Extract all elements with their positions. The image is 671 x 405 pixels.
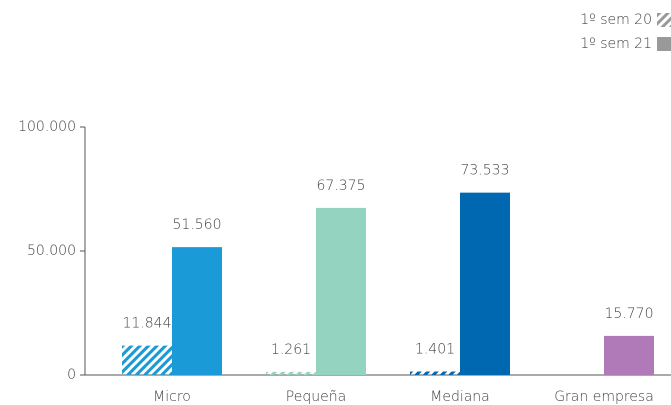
x-tick-label: Mediana: [430, 389, 490, 405]
y-tick-label: 100.000: [18, 119, 76, 135]
bar: [604, 335, 654, 375]
value-label: 15.770: [605, 306, 654, 322]
legend-label: 1º sem 21: [580, 36, 652, 52]
x-tick-label: Micro: [153, 389, 191, 405]
value-label: 51.560: [173, 217, 222, 233]
value-label: 1.401: [415, 342, 455, 358]
bar: [266, 371, 316, 375]
y-tick-label: 50.000: [27, 243, 76, 259]
x-tick-label: Gran empresa: [554, 389, 654, 405]
value-label: 11.844: [123, 316, 172, 332]
value-label: 67.375: [317, 178, 366, 194]
legend-label: 1º sem 20: [580, 12, 652, 28]
legend-swatch: [657, 37, 671, 51]
y-tick-label: 0: [67, 367, 76, 383]
value-label: 1.261: [271, 342, 311, 358]
bar: [122, 345, 172, 375]
bar: [410, 371, 460, 375]
bar: [316, 207, 366, 375]
bar: [172, 247, 222, 375]
value-label: 73.533: [461, 163, 510, 179]
legend-swatch: [657, 13, 671, 27]
x-tick-label: Pequeña: [286, 389, 346, 405]
bar: [460, 192, 510, 375]
